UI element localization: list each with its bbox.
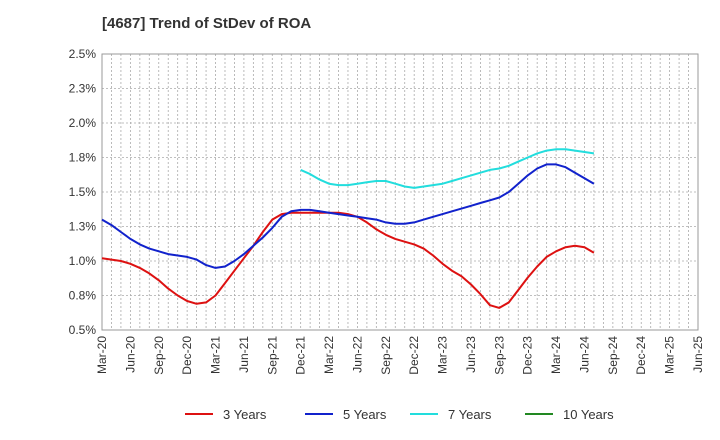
x-tick-label: Jun-20 bbox=[123, 336, 137, 373]
y-tick-label: 2.0% bbox=[69, 116, 97, 130]
x-tick-label: Mar-21 bbox=[209, 336, 223, 374]
series-lines bbox=[101, 148, 595, 309]
x-tick-label: Sep-22 bbox=[379, 336, 393, 375]
x-axis-ticks: Mar-20 Jun-20 Sep-20 Dec-20 Mar-21 Jun-21 Sep-… bbox=[95, 336, 705, 375]
y-axis-ticks: 0.5% 0.8% 1.0% 1.3% 1.5% 1.8% 2.0% 2.3% 2.5% bbox=[69, 47, 97, 337]
legend-label: 3 Years bbox=[223, 407, 267, 422]
x-tick-label: Jun-22 bbox=[350, 336, 364, 373]
grid bbox=[102, 54, 698, 330]
x-tick-label: Mar-24 bbox=[549, 336, 563, 374]
x-tick-label: Dec-22 bbox=[407, 336, 421, 375]
x-tick-label: Mar-25 bbox=[663, 336, 677, 374]
legend-label: 5 Years bbox=[343, 407, 387, 422]
y-tick-label: 1.3% bbox=[69, 220, 97, 234]
x-tick-label: Sep-20 bbox=[152, 336, 166, 375]
legend: 3 Years 5 Years 7 Years 10 Years bbox=[185, 407, 614, 422]
x-tick-label: Jun-21 bbox=[237, 336, 251, 373]
legend-label: 10 Years bbox=[563, 407, 614, 422]
x-tick-label: Mar-20 bbox=[95, 336, 109, 374]
legend-label: 7 Years bbox=[448, 407, 492, 422]
y-tick-label: 2.3% bbox=[69, 82, 97, 96]
series-line-2 bbox=[300, 148, 595, 189]
x-tick-label: Sep-21 bbox=[265, 336, 279, 375]
y-tick-label: 1.8% bbox=[69, 151, 97, 165]
x-tick-label: Sep-24 bbox=[606, 336, 620, 375]
x-tick-label: Jun-24 bbox=[577, 336, 591, 373]
x-tick-label: Sep-23 bbox=[492, 336, 506, 375]
series-line-1 bbox=[101, 163, 595, 269]
x-tick-label: Mar-22 bbox=[322, 336, 336, 374]
x-tick-label: Dec-21 bbox=[294, 336, 308, 375]
chart-title: [4687] Trend of StDev of ROA bbox=[102, 15, 311, 32]
x-tick-label: Jun-23 bbox=[464, 336, 478, 373]
x-tick-label: Dec-20 bbox=[180, 336, 194, 375]
plot-frame bbox=[101, 53, 699, 331]
y-tick-label: 1.5% bbox=[69, 185, 97, 199]
y-tick-label: 0.8% bbox=[69, 289, 97, 303]
y-tick-label: 0.5% bbox=[69, 323, 97, 337]
series-line-0 bbox=[101, 211, 595, 309]
y-tick-label: 2.5% bbox=[69, 47, 97, 61]
x-tick-label: Jun-25 bbox=[691, 336, 705, 373]
x-tick-label: Mar-23 bbox=[436, 336, 450, 374]
x-tick-label: Dec-24 bbox=[634, 336, 648, 375]
x-tick-label: Dec-23 bbox=[521, 336, 535, 375]
y-tick-label: 1.0% bbox=[69, 254, 97, 268]
